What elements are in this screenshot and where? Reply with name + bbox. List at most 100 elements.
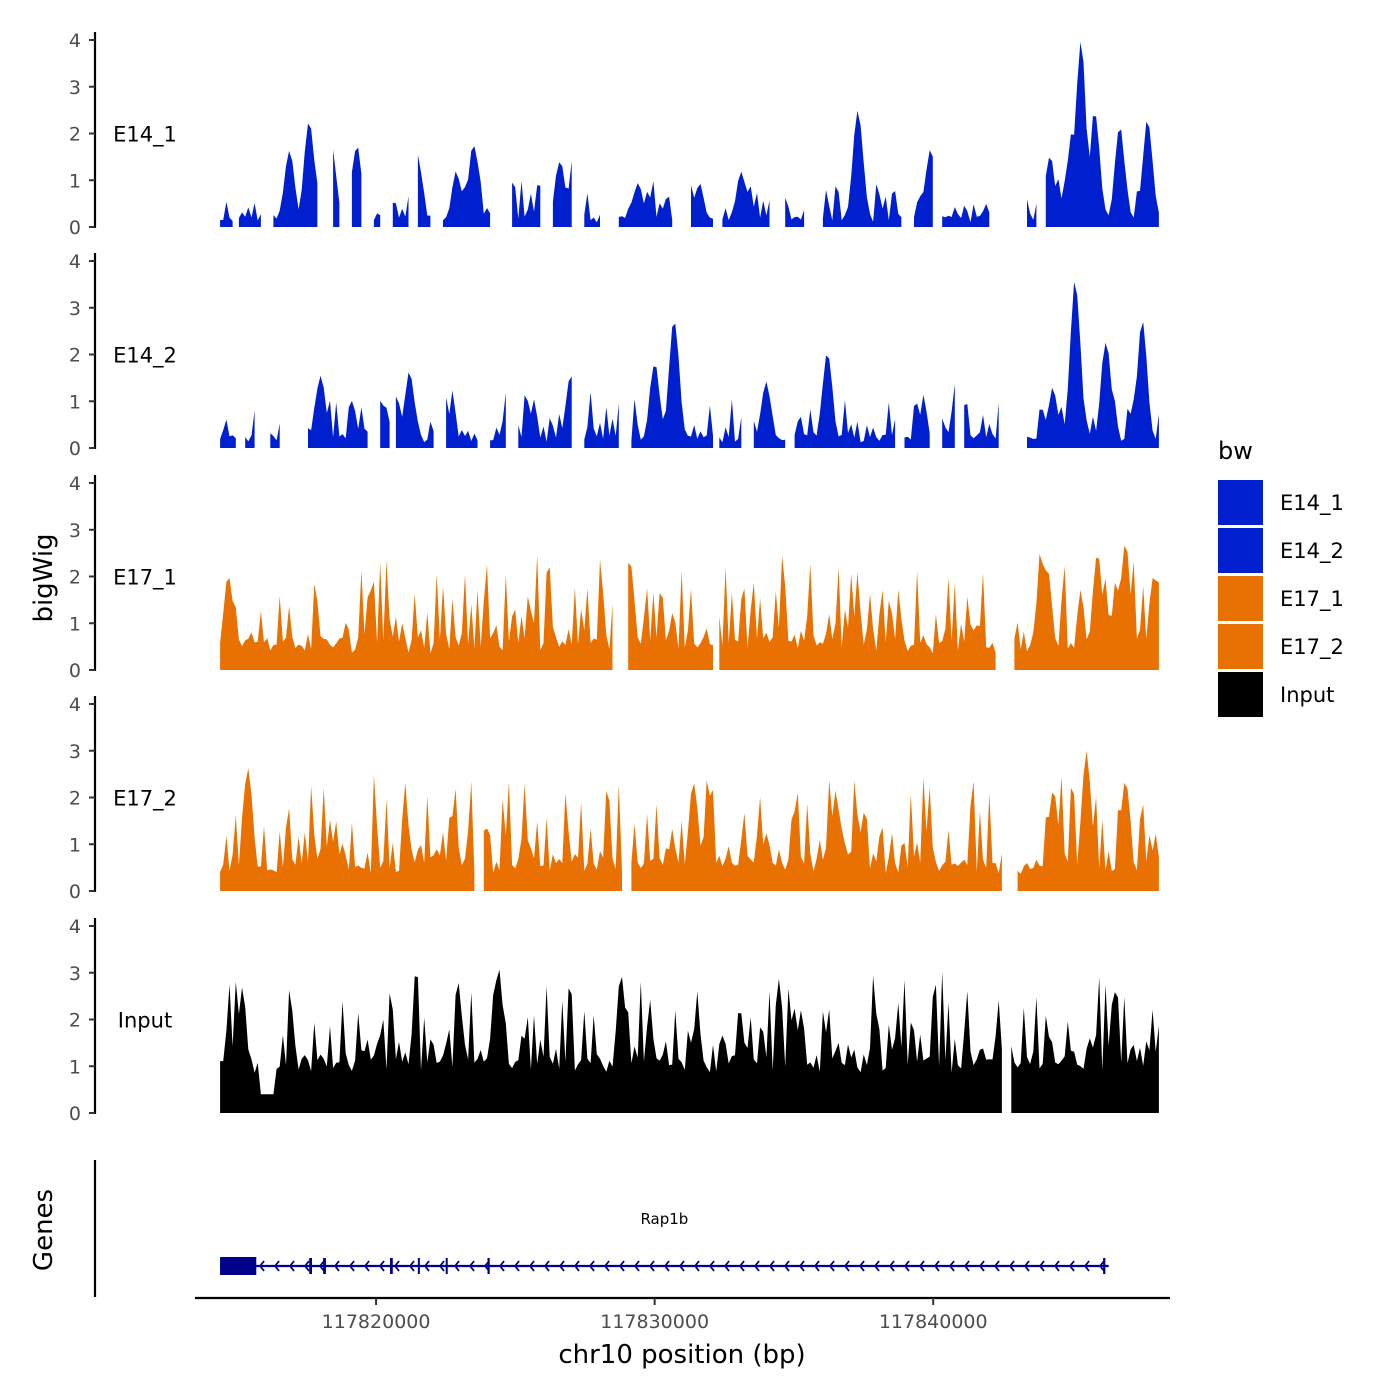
strand-arrow [858,1260,865,1272]
strand-arrow [783,1260,790,1272]
y-tick-label: 2 [69,1010,81,1032]
strand-arrow [288,1260,295,1272]
strand-arrow [438,1260,445,1272]
y-tick-label: 3 [69,963,81,985]
strand-arrow [528,1260,535,1272]
y-tick-label: 0 [69,217,81,239]
legend-label: E14_1 [1280,491,1344,516]
legend-items: E14_1 E14_2 E17_1 E17_2 Input [1218,480,1344,717]
strand-arrow [258,1260,265,1272]
strand-arrow [588,1260,595,1272]
track-label: E17_2 [113,787,177,812]
strand-arrow [1098,1260,1105,1272]
strand-arrow [333,1260,340,1272]
panel-e17-1: 0 1 2 3 4 E17_1 [69,473,1159,682]
legend-item: Input [1218,672,1334,717]
coverage-area-e17-2 [220,750,1159,891]
legend-swatch [1218,480,1263,525]
legend-item: E17_2 [1218,624,1344,669]
strand-arrow [498,1260,505,1272]
strand-arrow [363,1260,370,1272]
strand-arrow [513,1260,520,1272]
x-tick-label: 117840000 [879,1311,988,1333]
strand-arrow [393,1260,400,1272]
strand-arrow [648,1260,655,1272]
gene-track: Rap1b [93,1160,1109,1297]
gene-label: Rap1b [640,1210,688,1228]
legend-swatch [1218,624,1263,669]
y-axis-title: bigWig [29,533,59,622]
gene-exon [220,1257,257,1275]
strand-arrow [1038,1260,1045,1272]
genes-axis-title: Genes [29,1189,59,1271]
y-tick-label: 2 [69,567,81,589]
legend-swatch [1218,528,1263,573]
strand-arrow [678,1260,685,1272]
strand-arrow [903,1260,910,1272]
strand-arrow [348,1260,355,1272]
coverage-area-e14-2 [220,282,1159,448]
x-tick-label: 117830000 [600,1311,709,1333]
legend-label: E17_2 [1280,635,1344,660]
strand-arrow [423,1260,430,1272]
strand-arrow [948,1260,955,1272]
y-tick-label: 3 [69,298,81,320]
strand-arrow [618,1260,625,1272]
strand-arrow [768,1260,775,1272]
panel-e17-2: 0 1 2 3 4 E17_2 [69,694,1159,903]
strand-arrow [933,1260,940,1272]
strand-arrow [873,1260,880,1272]
y-tick-label: 3 [69,520,81,542]
y-tick-label: 1 [69,170,81,192]
strand-arrow [1083,1260,1090,1272]
strand-arrow [918,1260,925,1272]
x-axis: 117820000 117830000 117840000 [195,1296,1170,1333]
strand-arrow [603,1260,610,1272]
strand-arrow [543,1260,550,1272]
strand-arrow [558,1260,565,1272]
strand-arrow [468,1260,475,1272]
coverage-area-e17-1 [220,545,1159,670]
strand-arrow [1053,1260,1060,1272]
gene-exon [323,1258,326,1274]
strand-arrow [993,1260,1000,1272]
y-tick-label: 1 [69,391,81,413]
legend-swatch [1218,672,1263,717]
y-tick-label: 2 [69,345,81,367]
coverage-area-input [220,969,1159,1113]
strand-arrow [573,1260,580,1272]
y-tick-label: 1 [69,613,81,635]
x-tick-label: 117820000 [322,1311,431,1333]
strand-arrow [828,1260,835,1272]
strand-arrow [1023,1260,1030,1272]
strand-arrow [378,1260,385,1272]
track-label: E14_2 [113,344,177,369]
panel-e14-2: 0 1 2 3 4 E14_2 [69,251,1159,460]
gene-exon [417,1258,420,1274]
legend-title: bw [1218,437,1253,465]
strand-arrow [843,1260,850,1272]
strand-arrow [1008,1260,1015,1272]
gene-exon [1103,1258,1106,1274]
strand-arrow [963,1260,970,1272]
strand-arrow [798,1260,805,1272]
y-tick-label: 2 [69,124,81,146]
track-label: E17_1 [113,566,177,591]
strand-arrow [453,1260,460,1272]
legend: bw E14_1 E14_2 E17_1 E17_2 Input [1218,437,1344,717]
track-label: E14_1 [113,123,177,148]
strand-arrow [813,1260,820,1272]
y-tick-label: 0 [69,1103,81,1125]
legend-label: E17_1 [1280,587,1344,612]
strand-arrow [738,1260,745,1272]
strand-arrow [753,1260,760,1272]
legend-label: E14_2 [1280,539,1344,564]
y-tick-label: 3 [69,77,81,99]
y-tick-label: 4 [69,251,81,273]
gene-exon [487,1258,490,1274]
y-tick-label: 0 [69,660,81,682]
y-tick-label: 4 [69,916,81,938]
strand-arrow [303,1260,310,1272]
